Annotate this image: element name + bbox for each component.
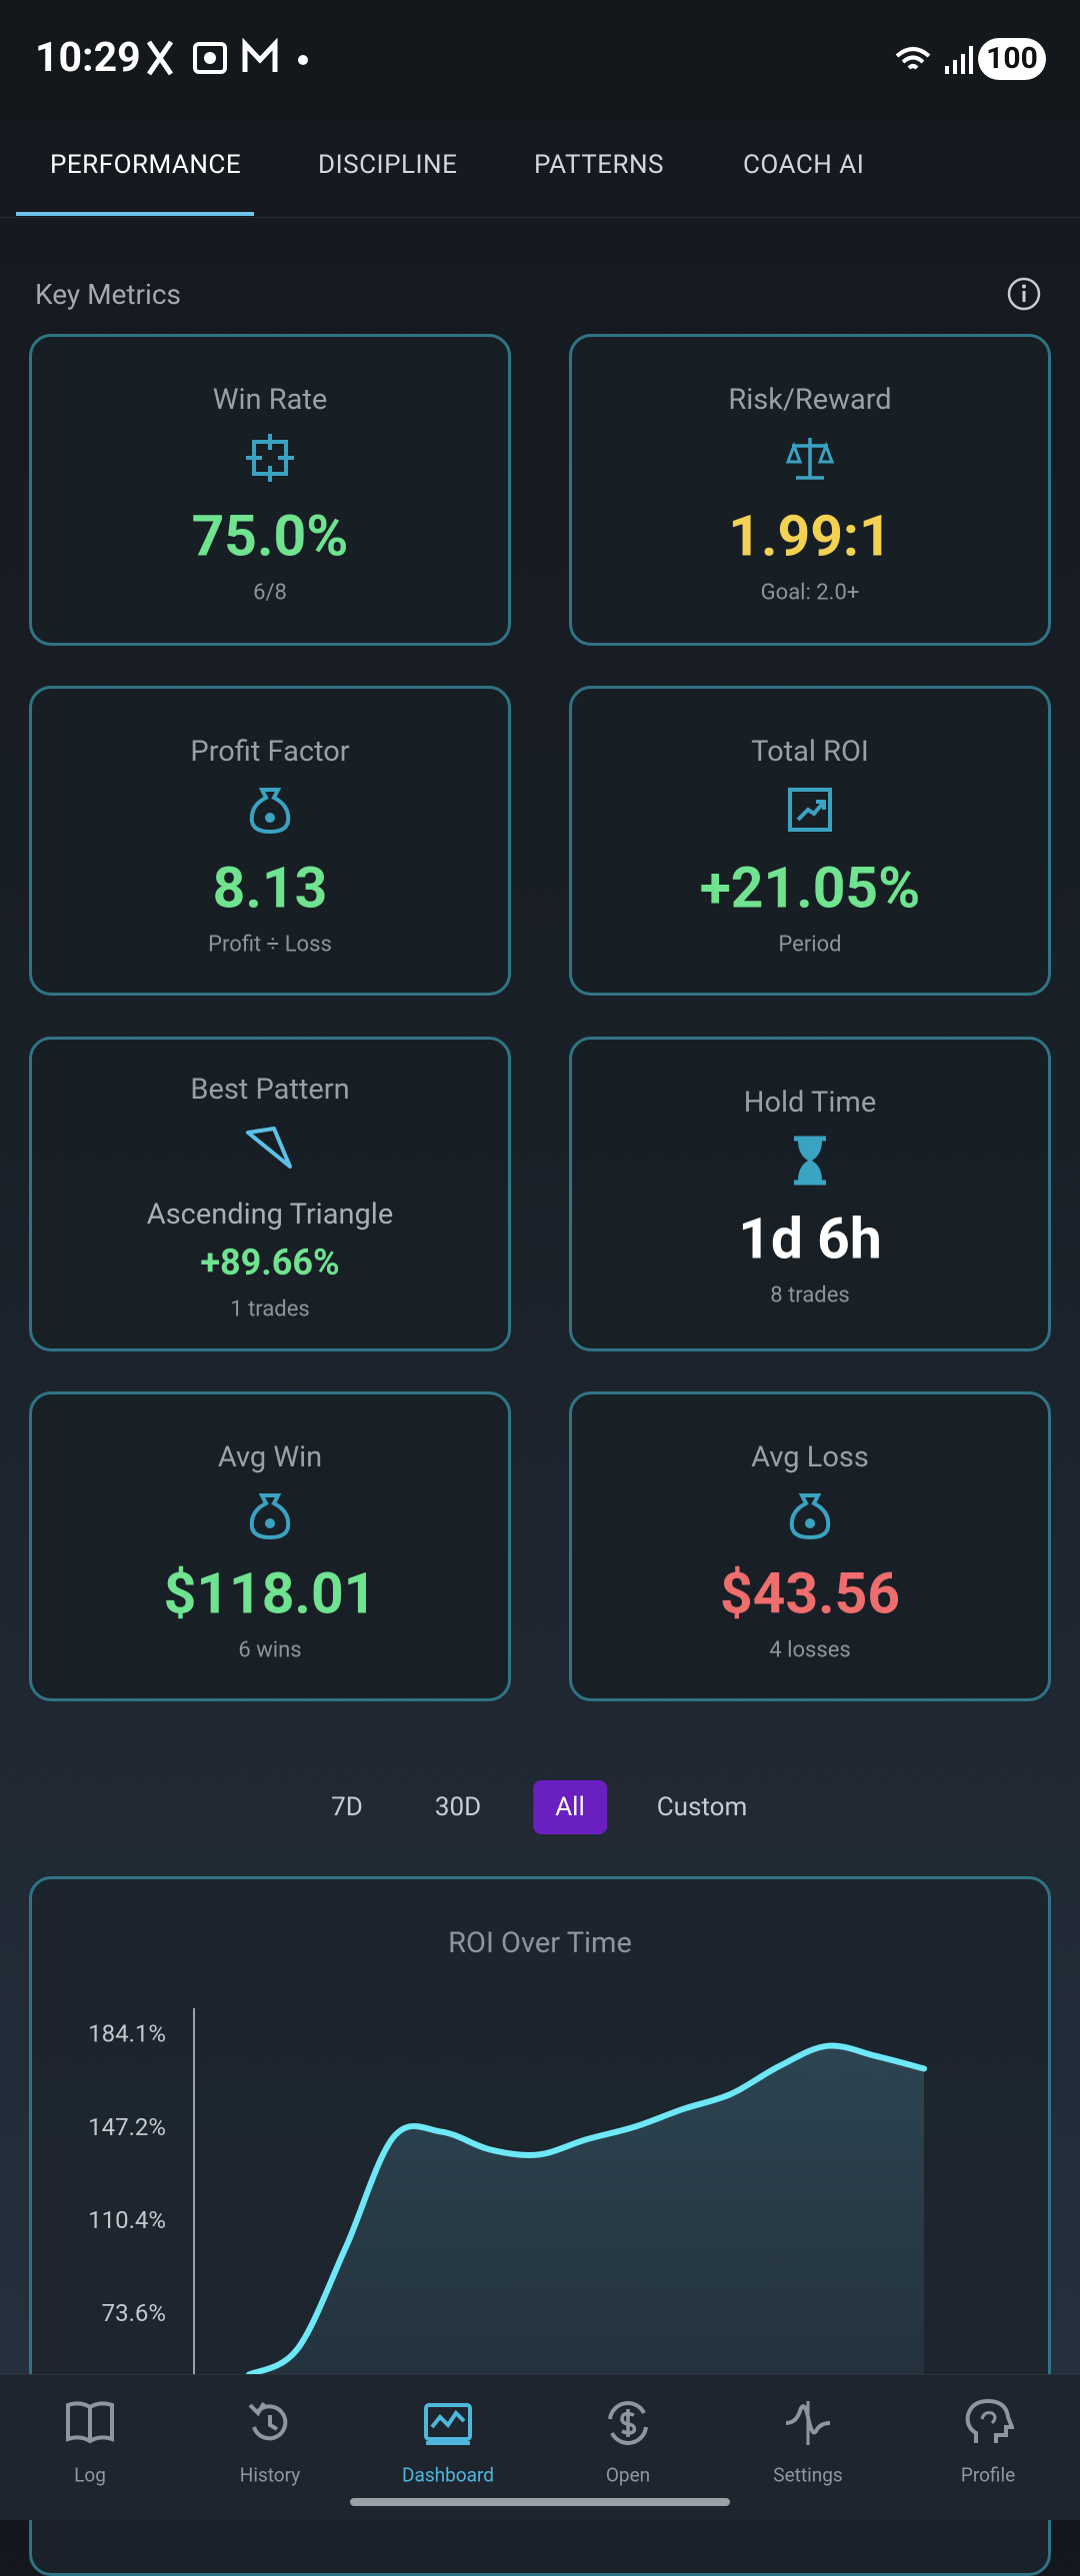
metric-icon [249,1493,291,1540]
tab[interactable]: COACH AI [743,150,865,180]
metric-value: 1.99:1 [728,502,892,570]
battery: 100 [978,38,1046,80]
metric-value: +21.05% [699,854,921,922]
metric-card[interactable]: Avg Win $118.01 6 wins [29,1391,511,1701]
metric-card[interactable]: Risk/Reward 1.99:1 Goal: 2.0+ [569,334,1051,646]
metric-pattern: Ascending Triangle [146,1198,394,1232]
metric-card[interactable]: Hold Time 1d 6h 8 trades [569,1037,1051,1351]
metric-title: Hold Time [743,1086,877,1120]
tab-bar: PERFORMANCE DISCIPLINE PATTERNS COACH AI [0,120,1080,218]
nav-icon[interactable] [962,2397,1014,2449]
metric-icon [249,788,291,835]
metric-icon [246,1127,292,1169]
metric-sub: 4 losses [769,1637,851,1663]
tab[interactable]: DISCIPLINE [318,150,458,180]
metric-card[interactable]: Win Rate 75.0% 6/8 [29,334,511,646]
home-indicator [350,2498,730,2506]
status-icons [146,37,308,76]
chart-title: ROI Over Time [448,1926,632,1960]
status-bar: 10:29 100 [0,0,1080,120]
metric-value: 8.13 [212,854,328,922]
metric-value: $118.01 [163,1559,377,1627]
nav-icon[interactable] [602,2397,654,2449]
metric-title: Win Rate [212,383,328,417]
nav-label[interactable]: Dashboard [402,2463,494,2487]
signal-icons [895,46,973,74]
metric-icon [789,1493,831,1540]
metric-sub: 8 trades [770,1283,850,1308]
metric-icon [788,788,832,832]
metric-title: Risk/Reward [728,383,892,417]
nav-icon[interactable] [244,2397,296,2449]
metric-title: Best Pattern [190,1073,350,1107]
metric-sub: Profit ÷ Loss [208,932,332,958]
nav-label[interactable]: Log [74,2463,106,2487]
metric-icon [246,434,294,482]
range-button[interactable]: Custom [656,1792,748,1822]
metric-value: $43.56 [719,1559,901,1627]
metric-value: 1d 6h [738,1205,882,1273]
bottom-nav: Log History Dashboard Open Settings Profile [0,2374,1080,2520]
tab[interactable]: PERFORMANCE [50,150,242,180]
nav-icon[interactable] [64,2397,116,2449]
metric-sub: 6 wins [238,1637,302,1663]
status-time: 10:29 [35,34,141,82]
range-button[interactable]: 7D [331,1792,363,1822]
nav-icon[interactable] [782,2397,834,2449]
metric-card[interactable]: Avg Loss $43.56 4 losses [569,1391,1051,1701]
metric-card[interactable]: Best Pattern Ascending Triangle +89.66% 1 t… [29,1037,511,1351]
nav-icon[interactable] [422,2397,474,2449]
tab-indicator [16,212,254,216]
metric-sub: Period [778,932,842,958]
metric-sub: 6/8 [253,580,287,606]
metric-icon [785,438,835,480]
metric-sub: Goal: 2.0+ [760,580,860,606]
metric-value: +89.66% [200,1242,340,1284]
metric-icon [794,1136,826,1186]
metric-sub: 1 trades [230,1296,310,1322]
metric-value: 75.0% [191,502,349,570]
tab[interactable]: PATTERNS [534,150,664,180]
metric-title: Avg Win [217,1440,323,1474]
nav-label[interactable]: Profile [960,2463,1016,2487]
metric-card[interactable]: Profit Factor 8.13 Profit ÷ Loss [29,686,511,996]
metric-title: Profit Factor [190,735,350,769]
metric-title: Total ROI [751,735,869,769]
info-icon[interactable] [1006,276,1042,312]
range-button[interactable]: All [533,1780,607,1834]
nav-label[interactable]: History [239,2463,301,2487]
metric-title: Avg Loss [751,1440,869,1474]
nav-label[interactable]: Open [605,2463,651,2487]
section-title: Key Metrics [35,278,181,311]
metric-card[interactable]: Total ROI +21.05% Period [569,686,1051,996]
range-button[interactable]: 30D [434,1792,482,1822]
nav-label[interactable]: Settings [773,2463,843,2487]
